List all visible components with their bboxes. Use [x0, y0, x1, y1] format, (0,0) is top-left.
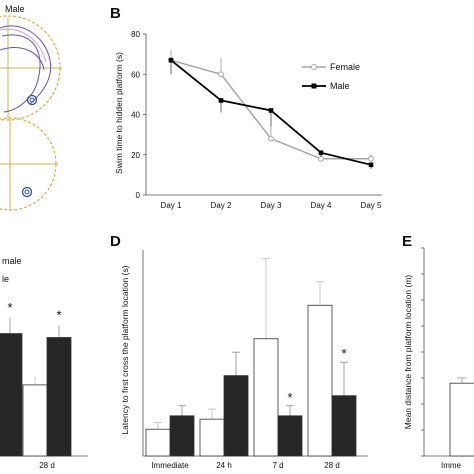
panel-b-xtick-label: Day 2	[211, 201, 232, 210]
panel-b-ylabel: Swim time to hidden platform (s)	[114, 52, 124, 174]
panel-b-letter: B	[110, 5, 121, 22]
panel-b-point-male	[268, 108, 274, 113]
panel-b-point-male	[368, 162, 374, 168]
panel-b-point-male	[168, 57, 174, 63]
panel-d-xtick-label: 7 d	[272, 461, 283, 470]
panel-c-significance-star: *	[7, 300, 12, 315]
panel-c-bar-filled	[0, 333, 23, 457]
panel-b-xtick-label: Day 3	[261, 201, 282, 210]
panel-b: B Swim time to hidden platform (s) 0 20 40…	[110, 5, 382, 210]
panel-d-xtick-label: Immediate	[151, 461, 189, 470]
panel-c-bar-filled	[46, 337, 72, 457]
panel-c-significance-star: *	[56, 308, 61, 323]
panel-d-bar-open	[199, 418, 225, 457]
panel-d-bar-open	[307, 304, 333, 457]
panel-b-point-female	[368, 155, 374, 162]
panel-d-letter: D	[110, 233, 121, 250]
panel-d: D Latency to first cross the platform lo…	[110, 233, 368, 470]
panel-b-legend: Female Male	[302, 62, 360, 91]
panel-b-point-female	[318, 155, 324, 162]
panel-e-ylabel: Mean distance from platform location (m)	[403, 275, 413, 430]
panel-d-xtick-label: 24 h	[216, 461, 232, 470]
panel-e-letter: E	[402, 233, 412, 250]
panel-d-bar-filled	[331, 395, 357, 457]
panel-b-point-female	[218, 71, 224, 78]
panel-d-significance-star: *	[341, 346, 346, 361]
panel-e: E Mean distance from platform location (…	[402, 233, 474, 470]
panel-b-xtick-label: Day 1	[161, 201, 182, 210]
legend-male-marker	[311, 83, 317, 89]
platform-marker-bottom	[21, 186, 33, 198]
panel-d-bar-open	[145, 428, 171, 457]
panel-b-point-female	[268, 135, 274, 142]
pool-map-bottom	[0, 117, 58, 211]
panel-c-legend-line1: male	[2, 256, 22, 266]
panel-a-legend-male: Male	[5, 4, 25, 14]
panel-e-xtick-immediate: Imme	[441, 461, 462, 470]
panel-b-ytick-label: 60	[131, 70, 140, 79]
panel-c: male le * * 28 d	[0, 256, 88, 470]
panel-b-xtick-label: Day 4	[311, 201, 332, 210]
panel-b-ytick-label: 0	[136, 191, 141, 200]
panel-d-xtick-label: 28 d	[324, 461, 340, 470]
panel-c-legend-line2: le	[2, 274, 9, 284]
panel-e-bar-open	[449, 382, 474, 457]
panel-b-ytick-label: 20	[131, 151, 140, 160]
panel-d-significance-star: *	[287, 390, 292, 405]
panel-d-bar-filled	[277, 415, 303, 457]
panel-c-xtick-28d: 28 d	[39, 461, 55, 470]
panel-d-bar-filled	[223, 375, 249, 457]
legend-female-label: Female	[330, 62, 360, 72]
pool-map-top	[0, 15, 62, 121]
panel-b-ytick-label: 80	[131, 30, 140, 39]
panel-d-bar-open	[253, 338, 279, 457]
panel-c-bar-open	[22, 384, 48, 457]
panel-b-point-male	[318, 150, 324, 156]
panel-a: Male	[0, 4, 62, 211]
platform-marker-top	[26, 94, 38, 106]
panel-b-ytick-label: 40	[131, 111, 140, 120]
panel-b-point-male	[218, 98, 224, 103]
panel-b-xtick-label: Day 5	[361, 201, 382, 210]
legend-male-label: Male	[330, 81, 350, 91]
legend-female-marker	[311, 64, 317, 70]
panel-d-bar-filled	[169, 415, 195, 457]
panel-d-ylabel: Latency to first cross the platform loca…	[120, 265, 130, 434]
